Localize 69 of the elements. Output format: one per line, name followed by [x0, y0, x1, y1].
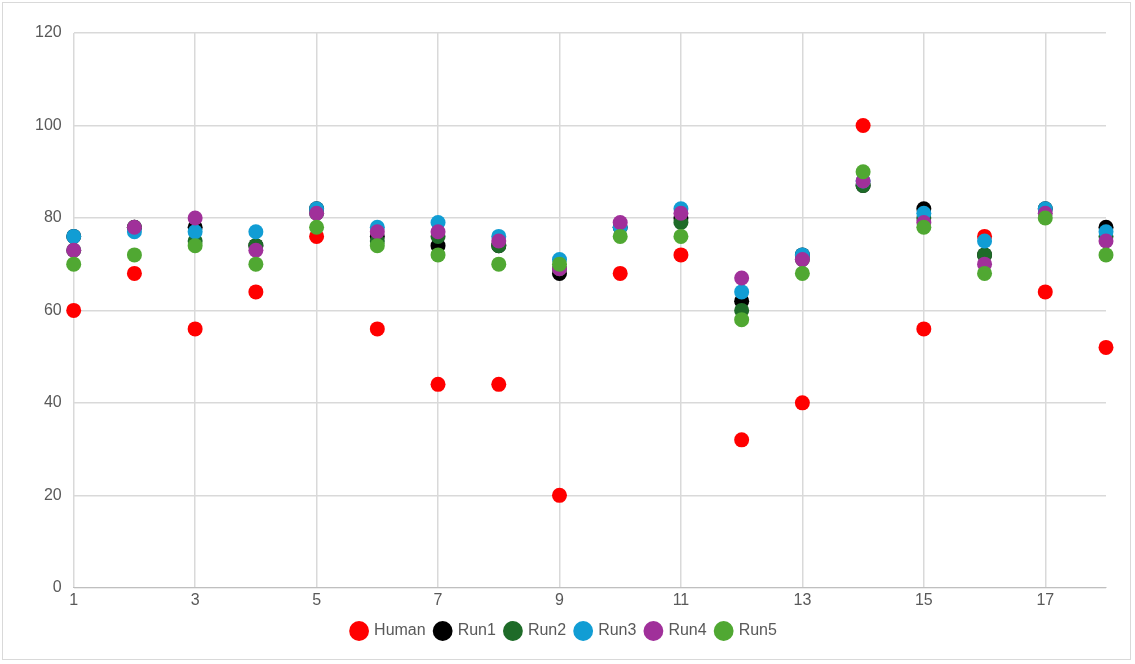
- point: [612, 265, 628, 281]
- point: [66, 302, 82, 318]
- legend-label: Human: [374, 621, 426, 639]
- x-tick-label: 17: [1036, 590, 1055, 608]
- point: [855, 117, 871, 133]
- point: [1098, 233, 1114, 249]
- x-tick-label: 11: [672, 590, 690, 608]
- point: [1098, 339, 1114, 355]
- point: [916, 219, 932, 235]
- point: [977, 265, 993, 281]
- point: [734, 312, 750, 328]
- point: [734, 270, 750, 286]
- point: [369, 224, 385, 240]
- legend-label: Run5: [738, 621, 778, 639]
- point: [673, 228, 689, 244]
- point: [1037, 210, 1053, 226]
- y-tick-label: 0: [52, 578, 62, 596]
- point: [187, 321, 203, 337]
- point: [612, 215, 628, 231]
- point: [491, 376, 507, 392]
- y-tick-label: 120: [34, 23, 62, 41]
- legend-label: Run1: [457, 621, 497, 639]
- point: [673, 247, 689, 263]
- x-tick-label: 15: [914, 590, 933, 608]
- point: [1098, 247, 1114, 263]
- point: [794, 395, 810, 411]
- point: [187, 210, 203, 226]
- point: [430, 224, 446, 240]
- point: [369, 321, 385, 337]
- point: [369, 238, 385, 254]
- y-tick-label: 60: [43, 300, 62, 318]
- point: [187, 238, 203, 254]
- point: [126, 247, 142, 263]
- point: [673, 205, 689, 221]
- point: [248, 224, 264, 240]
- point: [916, 321, 932, 337]
- point: [734, 432, 750, 448]
- y-tick-label: 20: [43, 485, 62, 503]
- point: [430, 376, 446, 392]
- point: [187, 224, 203, 240]
- point: [977, 233, 993, 249]
- point: [430, 247, 446, 263]
- x-tick-label: 1: [69, 590, 79, 608]
- y-tick-label: 80: [43, 208, 62, 226]
- x-tick-label: 5: [312, 590, 322, 608]
- point: [309, 219, 325, 235]
- point: [551, 487, 567, 503]
- point: [66, 256, 82, 272]
- point: [248, 284, 264, 300]
- point: [1037, 284, 1053, 300]
- point: [734, 284, 750, 300]
- point: [794, 265, 810, 281]
- point: [248, 256, 264, 272]
- y-tick-label: 40: [43, 393, 62, 411]
- legend-label: Run3: [598, 621, 637, 639]
- point: [855, 164, 871, 180]
- x-tick-label: 13: [793, 590, 812, 608]
- point: [491, 256, 507, 272]
- legend-label: Run2: [527, 621, 567, 639]
- point: [612, 228, 628, 244]
- y-tick-label: 100: [34, 115, 62, 133]
- x-tick-label: 9: [555, 590, 565, 608]
- x-tick-label: 3: [190, 590, 200, 608]
- point: [551, 256, 567, 272]
- point: [126, 265, 142, 281]
- legend-label: Run4: [668, 621, 707, 639]
- point: [491, 233, 507, 249]
- point: [248, 242, 264, 258]
- x-tick-label: 7: [433, 590, 443, 608]
